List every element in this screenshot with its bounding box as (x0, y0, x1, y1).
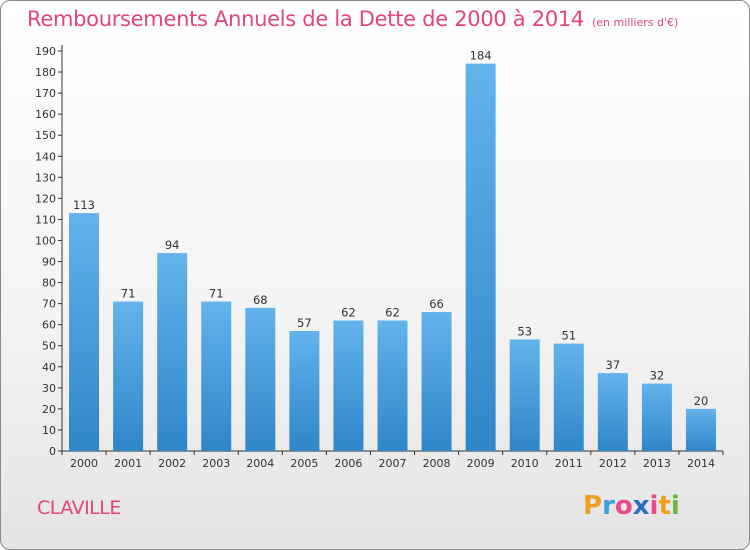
x-tick-label: 2003 (202, 457, 230, 470)
x-tick-label: 2000 (70, 457, 98, 470)
y-tick-label: 20 (42, 403, 56, 416)
bar (245, 307, 276, 451)
bar-value-label: 37 (606, 358, 621, 372)
bar (597, 373, 628, 451)
proxiti-logo: Proxiti (583, 491, 680, 521)
y-tick-label: 190 (35, 45, 56, 58)
x-tick-label: 2005 (290, 457, 318, 470)
x-tick-label: 2013 (643, 457, 671, 470)
bar (421, 312, 452, 451)
unit-note: (en milliers d'€) (592, 16, 679, 29)
y-tick-label: 0 (49, 445, 56, 458)
y-tick-label: 120 (35, 192, 56, 205)
chart-title-text: Remboursements Annuels de la Dette de 20… (27, 7, 584, 31)
bar (289, 331, 320, 451)
bar (157, 253, 188, 451)
y-tick-label: 60 (42, 319, 56, 332)
y-tick-label: 80 (42, 277, 56, 290)
x-tick-label: 2004 (246, 457, 274, 470)
x-tick-label: 2009 (467, 457, 495, 470)
bar-value-label: 71 (121, 287, 136, 301)
bar (113, 301, 144, 451)
bar-value-label: 94 (165, 238, 180, 252)
y-tick-label: 180 (35, 66, 56, 79)
bar (685, 408, 716, 451)
bar-value-label: 62 (341, 305, 356, 319)
x-tick-label: 2006 (334, 457, 362, 470)
logo-letter: r (602, 491, 615, 521)
bar-value-label: 184 (470, 49, 492, 63)
y-tick-label: 90 (42, 256, 56, 269)
commune-name: CLAVILLE (37, 497, 121, 519)
bar-value-label: 51 (561, 329, 576, 343)
bar-value-label: 62 (385, 305, 400, 319)
x-tick-label: 2002 (158, 457, 186, 470)
bar-value-label: 113 (73, 198, 95, 212)
bar-value-label: 66 (429, 297, 444, 311)
bar (333, 320, 364, 451)
bar (641, 383, 672, 451)
bar (465, 63, 496, 451)
bar (69, 213, 100, 451)
y-tick-label: 140 (35, 150, 56, 163)
bar (377, 320, 408, 451)
logo-letter: i (649, 491, 659, 521)
bar (553, 343, 584, 451)
bar-value-label: 71 (209, 287, 224, 301)
y-tick-label: 100 (35, 234, 56, 247)
bar (201, 301, 232, 451)
x-tick-label: 2001 (114, 457, 142, 470)
bar-value-label: 68 (253, 293, 268, 307)
y-tick-label: 110 (35, 213, 56, 226)
logo-letter: x (632, 491, 650, 521)
x-tick-label: 2007 (379, 457, 407, 470)
logo-letter: i (670, 491, 680, 521)
y-tick-label: 40 (42, 361, 56, 374)
y-tick-label: 50 (42, 340, 56, 353)
x-tick-label: 2012 (599, 457, 627, 470)
y-tick-label: 170 (35, 87, 56, 100)
bar-value-label: 53 (517, 324, 532, 338)
chart-title: Remboursements Annuels de la Dette de 20… (27, 7, 678, 31)
y-tick-label: 70 (42, 298, 56, 311)
x-tick-label: 2010 (511, 457, 539, 470)
x-tick-label: 2011 (555, 457, 583, 470)
y-tick-label: 10 (42, 424, 56, 437)
x-tick-label: 2014 (687, 457, 715, 470)
y-tick-label: 150 (35, 129, 56, 142)
y-tick-label: 30 (42, 382, 56, 395)
x-tick-label: 2008 (423, 457, 451, 470)
bar (509, 339, 540, 451)
logo-letter: P (583, 491, 603, 521)
bar-value-label: 20 (694, 394, 709, 408)
y-tick-label: 130 (35, 171, 56, 184)
y-tick-label: 160 (35, 108, 56, 121)
bar-value-label: 32 (650, 369, 665, 383)
bar-value-label: 57 (297, 316, 312, 330)
logo-letter: o (614, 491, 633, 521)
logo-letter: t (658, 491, 671, 521)
